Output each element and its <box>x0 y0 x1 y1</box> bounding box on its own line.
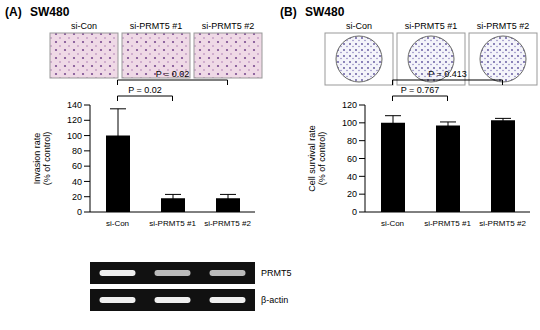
svg-text:si-Con: si-Con <box>346 21 372 31</box>
svg-text:80: 80 <box>347 136 357 146</box>
svg-text:si-Con: si-Con <box>71 21 97 31</box>
svg-text:PRMT5: PRMT5 <box>261 268 292 278</box>
svg-text:SW480: SW480 <box>30 5 70 19</box>
svg-text:P = 0.02: P = 0.02 <box>156 69 190 79</box>
svg-text:P = 0.767: P = 0.767 <box>401 85 440 95</box>
svg-text:(A): (A) <box>8 5 22 19</box>
svg-text:si-PRMT5 #2: si-PRMT5 #2 <box>202 21 255 31</box>
svg-text:Invasion rate: Invasion rate <box>32 133 42 185</box>
svg-text:140: 140 <box>67 100 82 110</box>
svg-text:0: 0 <box>77 207 82 217</box>
svg-text:100: 100 <box>342 118 357 128</box>
svg-text:SW480: SW480 <box>305 5 345 19</box>
svg-text:20: 20 <box>72 192 82 202</box>
svg-text:si-PRMT5 #1: si-PRMT5 #1 <box>424 219 471 228</box>
svg-text:si-Con: si-Con <box>381 219 404 228</box>
svg-text:100: 100 <box>67 131 82 141</box>
svg-text:β-actin: β-actin <box>261 295 288 305</box>
svg-text:0: 0 <box>352 207 357 217</box>
svg-text:si-Con: si-Con <box>106 219 129 228</box>
svg-text:120: 120 <box>342 100 357 110</box>
svg-text:si-PRMT5 #2: si-PRMT5 #2 <box>479 219 526 228</box>
svg-text:Cell survival rate: Cell survival rate <box>307 125 317 192</box>
svg-text:40: 40 <box>72 177 82 187</box>
svg-text:P = 0.02: P = 0.02 <box>128 85 162 95</box>
svg-text:P = 0.413: P = 0.413 <box>428 69 467 79</box>
svg-text:si-PRMT5 #2: si-PRMT5 #2 <box>477 21 530 31</box>
svg-text:40: 40 <box>347 172 357 182</box>
svg-text:si-PRMT5 #1: si-PRMT5 #1 <box>130 21 183 31</box>
svg-text:(B): (B) <box>280 5 297 19</box>
svg-text:60: 60 <box>72 161 82 171</box>
svg-text:(% of control): (% of control) <box>42 132 52 186</box>
svg-text:120: 120 <box>67 115 82 125</box>
svg-text:si-PRMT5 #1: si-PRMT5 #1 <box>405 21 458 31</box>
svg-text:20: 20 <box>347 189 357 199</box>
svg-text:80: 80 <box>72 146 82 156</box>
svg-text:si-PRMT5 #1: si-PRMT5 #1 <box>149 219 196 228</box>
svg-text:si-PRMT5 #2: si-PRMT5 #2 <box>204 219 251 228</box>
svg-text:60: 60 <box>347 154 357 164</box>
svg-text:(% of control): (% of control) <box>317 132 327 186</box>
